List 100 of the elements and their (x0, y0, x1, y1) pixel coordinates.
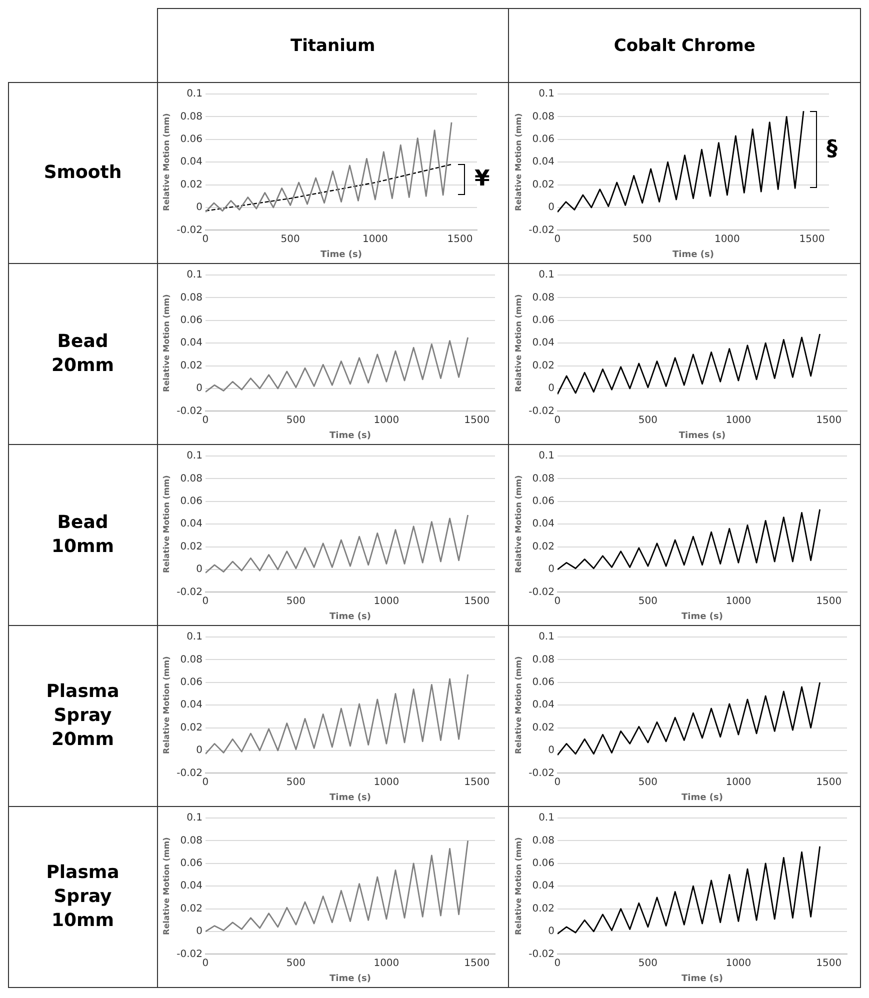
x-axis-title: Time (s) (330, 792, 372, 803)
y-tick-label: 0.08 (180, 654, 203, 666)
y-tick-label: 0.08 (180, 835, 203, 846)
x-axis-title: Time (s) (682, 792, 724, 803)
y-tick-label: -0.02 (528, 948, 555, 960)
y-tick-label: 0.04 (532, 700, 555, 711)
y-axis-title: Relative Motion (mm) (162, 113, 172, 211)
y-tick-label: 0.02 (180, 541, 203, 552)
y-tick-label: 0.04 (180, 518, 203, 530)
x-axis-title: Time (s) (330, 430, 372, 441)
y-axis-title: Relative Motion (mm) (162, 294, 172, 392)
x-tick-label: 500 (638, 414, 658, 426)
y-tick-label: 0.1 (538, 270, 555, 281)
y-tick-label: -0.02 (176, 224, 203, 236)
y-tick-label: -0.02 (176, 406, 203, 417)
x-tick-label: 500 (281, 234, 300, 245)
text: Cobalt Chrome (612, 36, 756, 56)
y-axis-title: Relative Motion (mm) (162, 475, 172, 573)
x-tick-label: 1500 (448, 234, 474, 245)
y-tick-label: -0.02 (176, 948, 203, 960)
y-tick-label: 0 (196, 745, 203, 756)
y-tick-label: -0.02 (528, 586, 555, 598)
y-tick-label: 0.06 (532, 676, 555, 688)
y-tick-label: 0.02 (532, 541, 555, 552)
x-tick-label: 1000 (374, 776, 400, 788)
y-tick-label: 0.06 (180, 134, 203, 145)
y-tick-label: 0.06 (180, 496, 203, 507)
y-tick-label: 0.08 (532, 292, 555, 304)
y-tick-label: 0 (196, 202, 203, 214)
text: Smooth (42, 160, 123, 185)
y-tick-label: 0.06 (532, 314, 555, 326)
y-tick-label: -0.02 (528, 224, 555, 236)
y-tick-label: 0.06 (532, 496, 555, 507)
x-tick-label: 1500 (816, 596, 842, 607)
y-tick-label: 0 (196, 383, 203, 394)
y-axis-title: Relative Motion (mm) (162, 837, 172, 935)
y-tick-label: 0.1 (186, 632, 203, 643)
y-tick-label: 0.08 (532, 111, 555, 122)
y-tick-label: 0.08 (532, 473, 555, 484)
x-tick-label: 1500 (464, 958, 490, 969)
y-tick-label: 0.04 (532, 880, 555, 892)
y-tick-label: 0.02 (532, 360, 555, 372)
y-tick-label: 0 (548, 383, 555, 394)
x-tick-label: 500 (638, 958, 658, 969)
y-tick-label: 0.04 (532, 338, 555, 349)
x-tick-label: 1000 (374, 596, 400, 607)
y-tick-label: 0.1 (186, 270, 203, 281)
y-tick-label: 0.08 (180, 292, 203, 304)
y-tick-label: 0.1 (186, 450, 203, 462)
x-tick-label: 1500 (799, 234, 825, 245)
y-tick-label: 0.1 (538, 88, 555, 100)
x-tick-label: 1500 (464, 414, 490, 426)
x-tick-label: 1000 (726, 596, 752, 607)
x-tick-label: 1500 (816, 958, 842, 969)
text: Titanium (289, 36, 376, 56)
y-tick-label: -0.02 (176, 586, 203, 598)
x-tick-label: 1000 (726, 414, 752, 426)
x-axis-title: Time (s) (320, 250, 362, 260)
y-tick-label: -0.02 (176, 768, 203, 779)
x-tick-label: 1500 (464, 596, 490, 607)
x-axis-title: Time (s) (682, 612, 724, 622)
y-tick-label: 0.02 (180, 360, 203, 372)
y-tick-label: 0.08 (180, 473, 203, 484)
x-tick-label: 1500 (464, 776, 490, 788)
y-tick-label: 0.02 (532, 179, 555, 190)
y-tick-label: 0 (548, 926, 555, 938)
y-axis-title: Relative Motion (mm) (514, 475, 524, 573)
x-axis-title: Time (s) (682, 974, 724, 984)
y-axis-title: Relative Motion (mm) (514, 837, 524, 935)
x-axis-title: Time (s) (330, 974, 372, 984)
y-tick-label: 0.02 (180, 903, 203, 914)
y-tick-label: 0.1 (538, 450, 555, 462)
x-tick-label: 1000 (726, 776, 752, 788)
y-tick-label: 0 (196, 564, 203, 576)
y-tick-label: 0.04 (532, 518, 555, 530)
x-tick-label: 1000 (362, 234, 388, 245)
y-tick-label: 0.02 (180, 722, 203, 734)
x-tick-label: 500 (638, 596, 658, 607)
y-tick-label: 0 (548, 564, 555, 576)
x-tick-label: 1500 (816, 414, 842, 426)
y-axis-title: Relative Motion (mm) (514, 113, 524, 211)
y-tick-label: 0.04 (180, 338, 203, 349)
y-axis-title: Relative Motion (mm) (514, 294, 524, 392)
y-tick-label: 0.02 (532, 722, 555, 734)
text: Bead 10mm (50, 510, 116, 559)
y-tick-label: 0 (548, 202, 555, 214)
x-axis-title: Time (s) (330, 612, 372, 622)
x-tick-label: 500 (638, 776, 658, 788)
text: Bead 20mm (50, 330, 116, 378)
y-tick-label: -0.02 (528, 406, 555, 417)
y-tick-label: 0.02 (180, 179, 203, 190)
x-tick-label: 500 (286, 958, 306, 969)
x-tick-label: 1000 (374, 414, 400, 426)
y-tick-label: 0.04 (180, 880, 203, 892)
y-tick-label: 0 (548, 745, 555, 756)
y-tick-label: 0.06 (532, 858, 555, 869)
y-tick-label: 0.02 (532, 903, 555, 914)
y-tick-label: 0.04 (180, 700, 203, 711)
x-tick-label: 500 (286, 596, 306, 607)
y-tick-label: 0.08 (532, 835, 555, 846)
